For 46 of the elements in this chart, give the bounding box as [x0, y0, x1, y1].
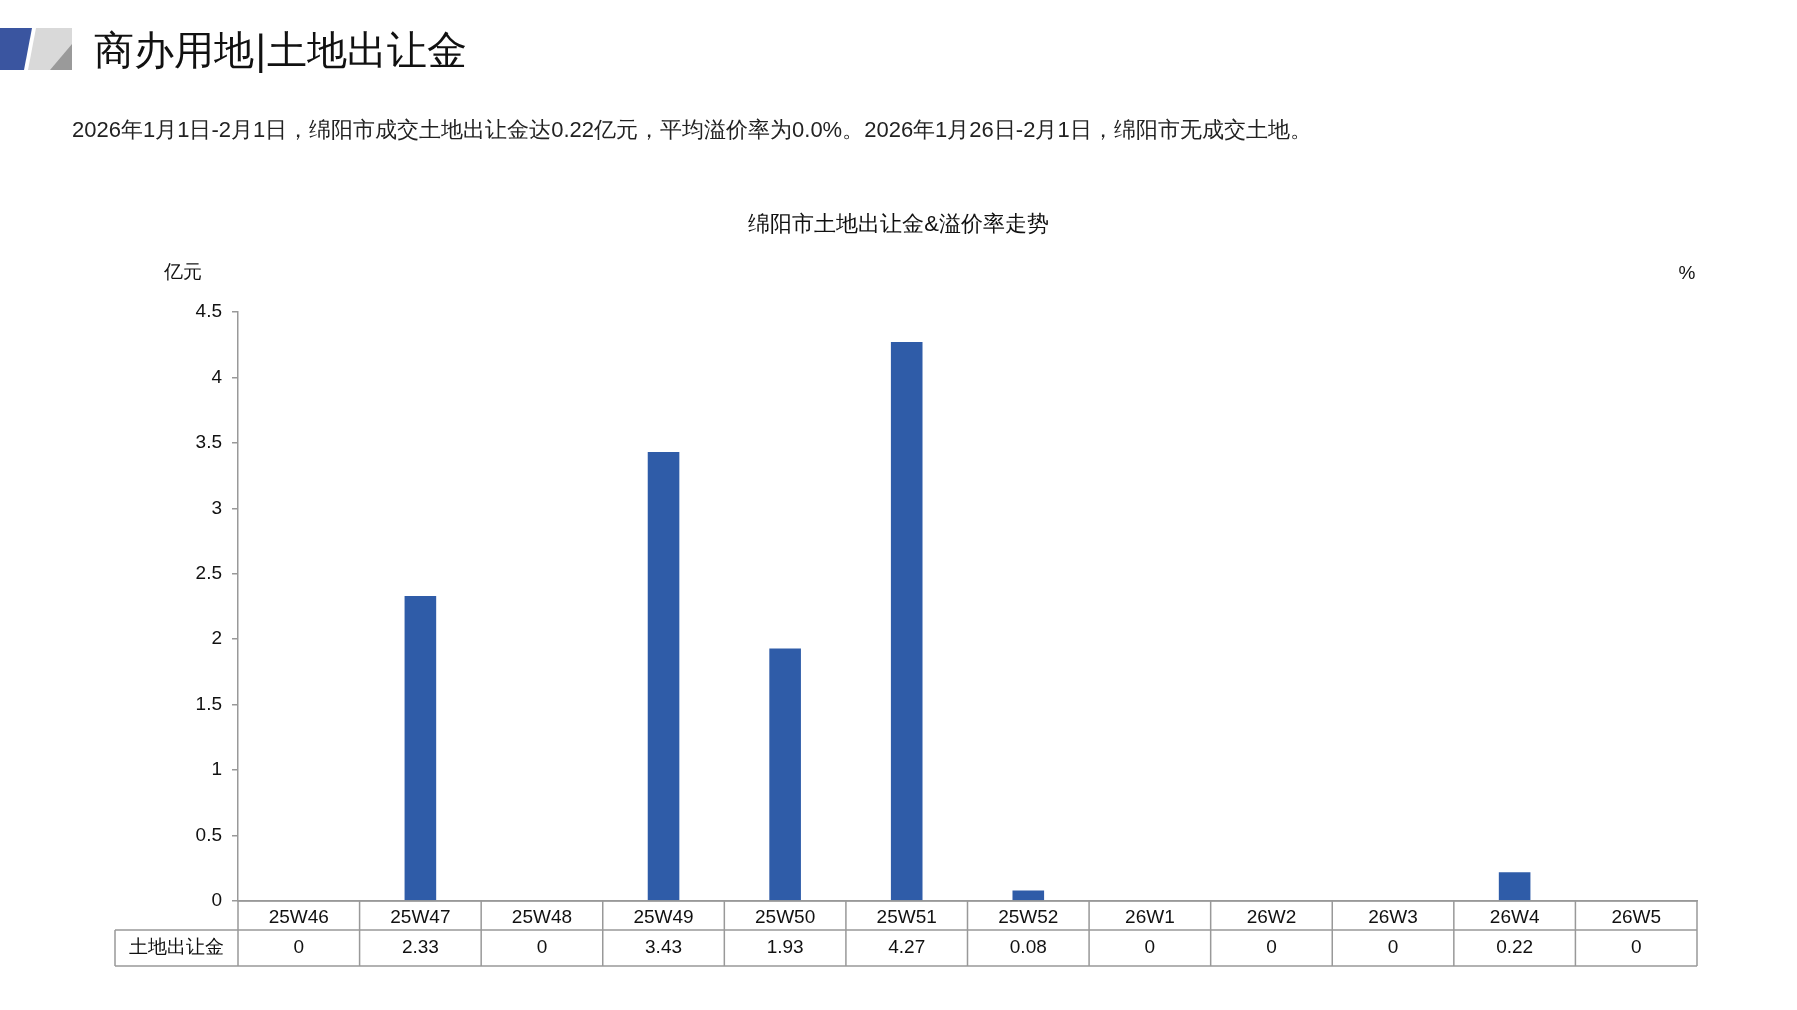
- x-tick-label: 25W51: [876, 905, 937, 927]
- bar: [404, 596, 437, 901]
- text: 土地出让金: [129, 936, 224, 958]
- x-tick-label: 25W52: [998, 905, 1059, 927]
- y-tick-label: 4: [211, 365, 223, 387]
- data-label: 0: [1144, 936, 1156, 958]
- y-tick-label: 0: [211, 889, 222, 911]
- chart-subtitle: 2026年1月1日-2月1日，绵阳市成交土地出让金达0.22亿元，平均溢价率为0.0%。2026年1月26日-2月1日，绵阳市无成交土地。: [72, 116, 1312, 144]
- x-tick-label: 25W47: [390, 905, 451, 927]
- x-tick-label: 26W5: [1611, 905, 1662, 927]
- y-tick-label: 3.5: [195, 431, 222, 453]
- y-tick-label: 2.5: [195, 562, 222, 584]
- data-label: 0: [1266, 936, 1277, 958]
- y-axis-title: 亿元: [163, 261, 202, 283]
- x-tick-label: 26W1: [1125, 905, 1175, 927]
- x-tick-label: 26W4: [1489, 905, 1540, 927]
- bar: [647, 452, 680, 901]
- data-label: 0: [293, 936, 305, 958]
- data-label: 2.33: [401, 936, 439, 958]
- text: 绵阳市土地出让金&溢价率走势: [748, 211, 1049, 237]
- data-label: 1.93: [766, 936, 804, 958]
- bar: [1498, 872, 1531, 901]
- bar: [769, 648, 801, 901]
- data-label: 0.22: [1496, 936, 1534, 958]
- bar: [1012, 890, 1045, 901]
- chart-title: 商办用地|土地出让金: [94, 26, 468, 75]
- x-tick-label: 25W50: [755, 905, 816, 927]
- data-label: 0: [1387, 936, 1399, 958]
- data-label: 3.43: [645, 936, 683, 958]
- x-tick-label: 26W3: [1368, 905, 1418, 927]
- y2-axis-title: %: [1678, 262, 1696, 284]
- x-tick-label: 25W46: [268, 905, 329, 927]
- data-label: 0.08: [1009, 936, 1047, 958]
- x-tick-label: 25W49: [633, 905, 694, 927]
- data-label: 0: [1630, 936, 1642, 958]
- x-tick-label: 25W48: [511, 905, 573, 927]
- y-tick-label: 3: [211, 496, 222, 518]
- data-label: 4.27: [888, 936, 926, 958]
- y-tick-label: 2: [211, 627, 222, 649]
- data-label: 0: [536, 936, 548, 958]
- y-tick-label: 1: [211, 758, 222, 780]
- y-tick-label: 4.5: [195, 300, 222, 322]
- bar: [890, 342, 923, 901]
- y-tick-label: 1.5: [195, 692, 222, 714]
- x-tick-label: 26W2: [1246, 905, 1297, 927]
- y-tick-label: 0.5: [195, 823, 222, 845]
